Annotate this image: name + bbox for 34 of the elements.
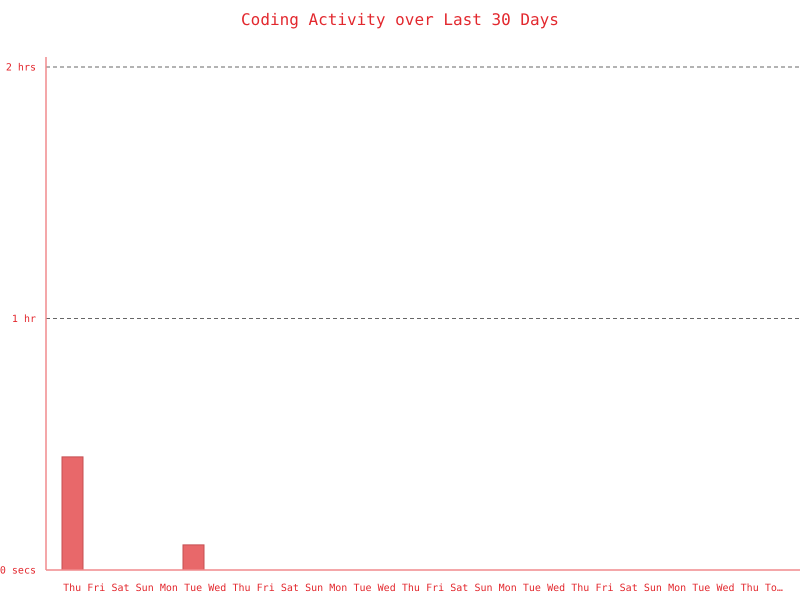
x-tick-label: Tue xyxy=(522,583,541,594)
x-tick-label: To… xyxy=(764,583,783,594)
x-tick-label: Tue xyxy=(184,583,202,594)
chart-title: Coding Activity over Last 30 Days xyxy=(240,10,560,30)
y-tick-label: 1 hr xyxy=(12,314,36,326)
x-tick-label: Mon xyxy=(498,583,517,594)
x-tick-label: Sun xyxy=(644,583,662,594)
x-tick-label: Sun xyxy=(305,583,324,594)
x-tick-label: Sat xyxy=(620,583,638,594)
x-tick-label: Sat xyxy=(111,583,130,594)
x-tick-label: Sat xyxy=(280,583,299,594)
x-tick-label: Fri xyxy=(256,583,275,594)
x-tick-label: Fri xyxy=(595,583,614,594)
x-tick-label: Sat xyxy=(450,583,468,594)
x-tick-label: Mon xyxy=(668,583,686,594)
x-tick-label: Tue xyxy=(353,583,372,594)
x-tick-label: Wed xyxy=(547,583,566,594)
x-tick-label: Thu xyxy=(63,583,82,594)
x-tick-label: Wed xyxy=(716,583,735,594)
x-tick-label: Mon xyxy=(329,583,348,594)
y-tick-label: 0 secs xyxy=(0,566,36,577)
x-tick-label: Sun xyxy=(474,583,493,594)
x-tick-label: Tue xyxy=(692,583,710,594)
x-tick-label: Thu xyxy=(571,583,590,594)
x-tick-label: Thu xyxy=(402,583,420,594)
x-tick-label: Fri xyxy=(87,583,106,594)
x-tick-label: Wed xyxy=(208,583,226,594)
x-tick-label: Thu xyxy=(740,583,759,594)
x-tick-label: Mon xyxy=(160,583,178,594)
x-tick-label: Fri xyxy=(426,583,444,594)
y-tick-label: 2 hrs xyxy=(6,62,36,74)
x-tick-label: Thu xyxy=(232,583,251,594)
x-tick-label: Sun xyxy=(136,583,154,594)
x-tick-label: Wed xyxy=(378,583,396,594)
